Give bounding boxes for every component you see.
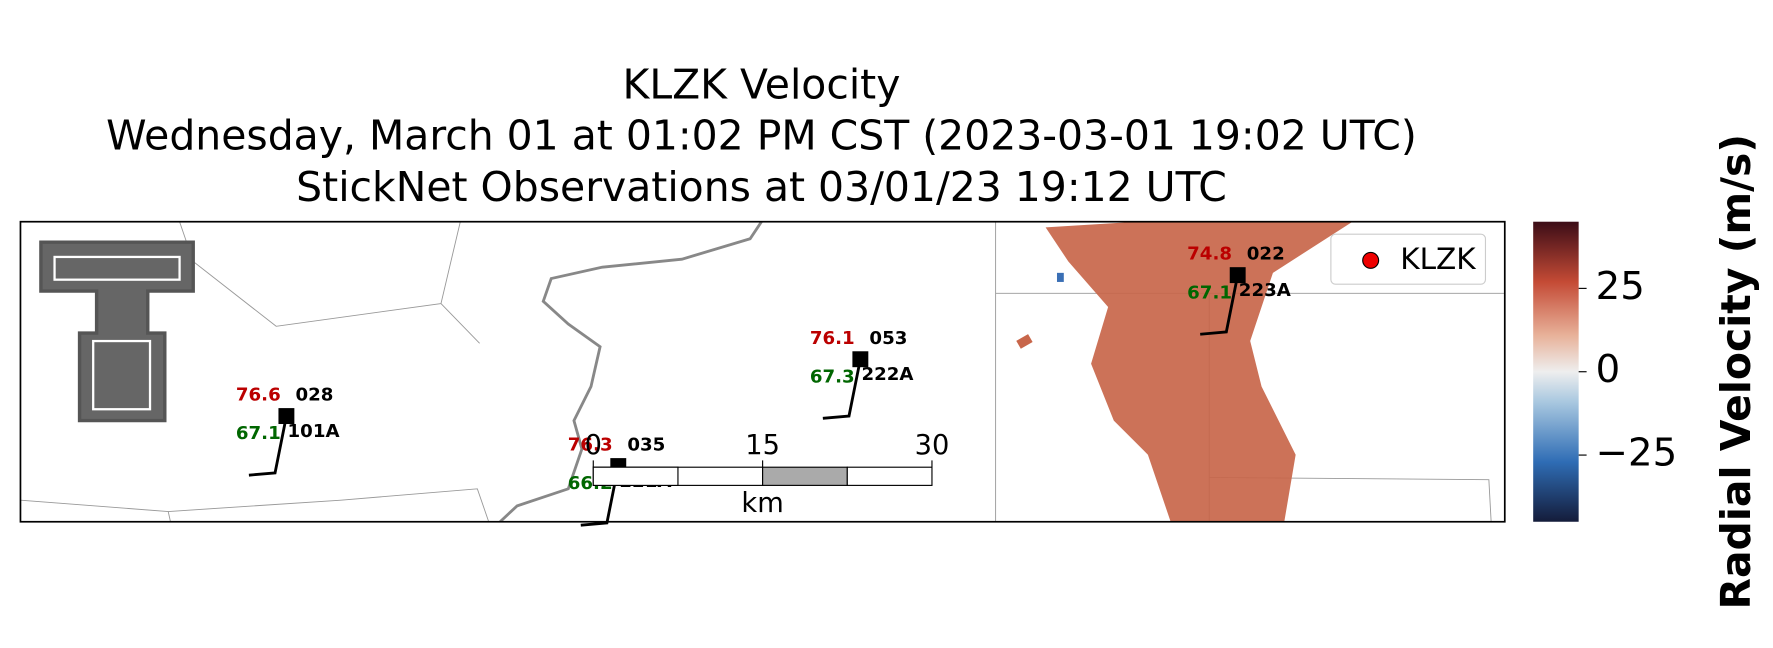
scale-segment bbox=[677, 466, 764, 486]
station-id: 101A bbox=[288, 421, 340, 442]
station-marker bbox=[1229, 267, 1246, 284]
river bbox=[499, 221, 763, 522]
map-frame bbox=[19, 220, 1506, 523]
scale-unit: km bbox=[741, 488, 783, 519]
legend-box bbox=[1330, 233, 1487, 285]
title-line: StickNet Observations at 03/01/23 19:12 … bbox=[296, 163, 1227, 211]
radar-echo bbox=[1016, 221, 1353, 522]
temperature: 76.6 bbox=[236, 385, 281, 406]
station-marker bbox=[278, 408, 295, 425]
colorbar-ticks: 25 0 −25 bbox=[1578, 264, 1678, 476]
wind-barb bbox=[1200, 274, 1240, 336]
dewpoint: 67.3 bbox=[810, 366, 855, 387]
station-code: 022 bbox=[1247, 244, 1285, 265]
scale-segment bbox=[762, 466, 848, 486]
colorbar-tick-label: 25 bbox=[1596, 264, 1645, 309]
station-id: 223A bbox=[1239, 280, 1291, 301]
colorbar bbox=[1533, 221, 1579, 522]
logo bbox=[39, 240, 195, 423]
colorbar-tick-label: −25 bbox=[1596, 431, 1678, 476]
temperature: 74.8 bbox=[1187, 244, 1232, 265]
scale-segment bbox=[592, 466, 679, 486]
legend-marker bbox=[1362, 251, 1380, 269]
scale-tick-label: 0 bbox=[585, 430, 602, 461]
title-line: Wednesday, March 01 at 01:02 PM CST (202… bbox=[106, 112, 1417, 160]
station-code: 053 bbox=[869, 328, 907, 349]
legend-label: KLZK bbox=[1400, 242, 1476, 276]
scale-tick-label: 15 bbox=[745, 430, 780, 461]
station-marker bbox=[852, 351, 869, 368]
scale-segment bbox=[846, 466, 933, 486]
temperature: 76.3 bbox=[568, 435, 613, 456]
station-code: 035 bbox=[627, 435, 665, 456]
colorbar-label: Radial Velocity (m/s) bbox=[1712, 134, 1760, 610]
station-code: 028 bbox=[295, 385, 333, 406]
legend: KLZK bbox=[1330, 233, 1487, 285]
title-line: KLZK Velocity bbox=[623, 61, 901, 109]
station-id: 222A bbox=[861, 364, 913, 385]
temperature: 76.1 bbox=[810, 328, 855, 349]
map bbox=[20, 221, 1505, 522]
scale-bar: 0 15 30 km bbox=[585, 430, 950, 519]
scale-tick-label: 30 bbox=[915, 430, 950, 461]
wind-barb bbox=[248, 415, 288, 477]
wind-barb bbox=[822, 358, 862, 420]
dewpoint: 67.1 bbox=[1187, 282, 1232, 303]
colorbar-tick-label: 0 bbox=[1596, 347, 1621, 392]
dewpoint: 67.1 bbox=[236, 423, 281, 444]
